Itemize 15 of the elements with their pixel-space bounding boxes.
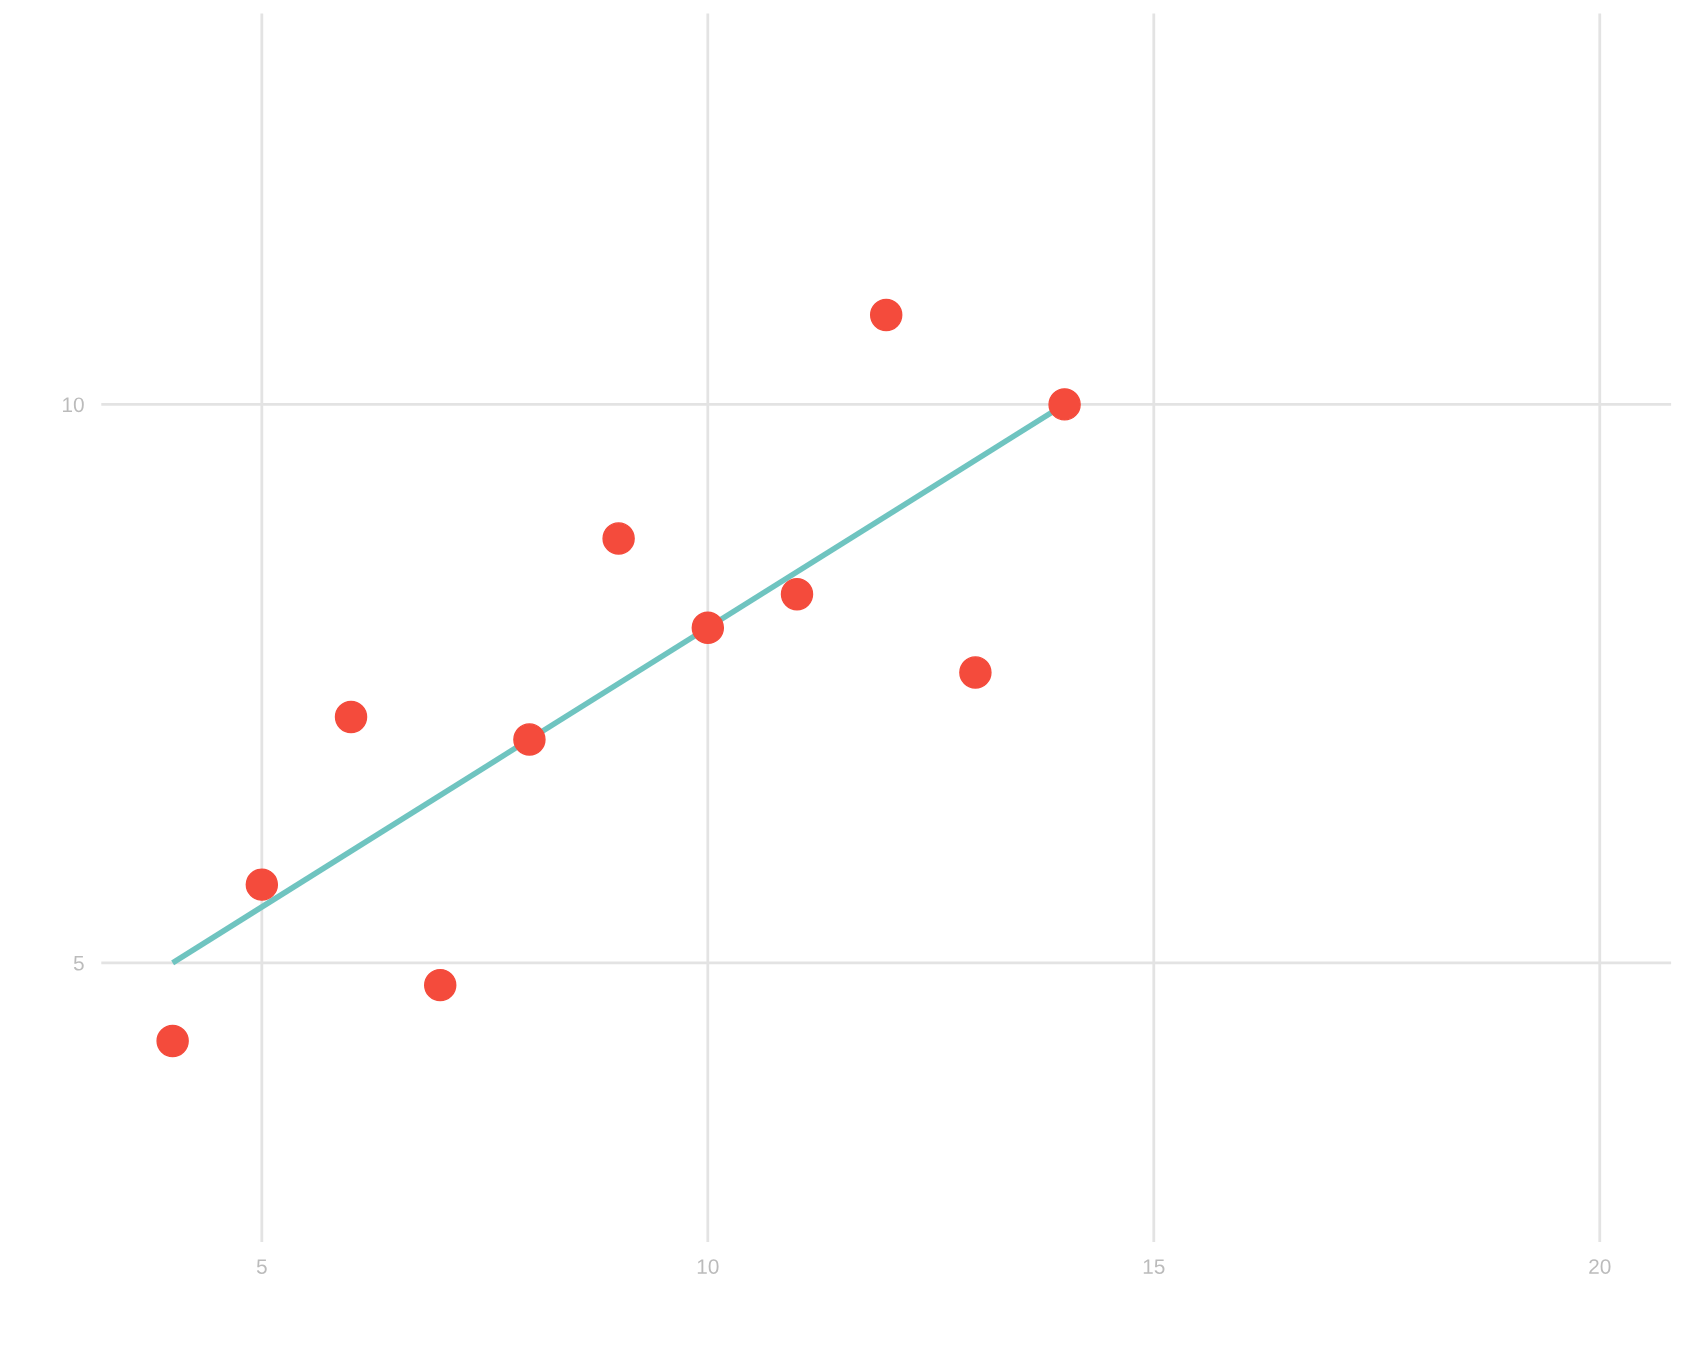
point (245, 868, 279, 901)
point (334, 700, 368, 734)
point (602, 522, 635, 555)
x-tick-label: 20 (1589, 1259, 1611, 1274)
point (869, 298, 903, 332)
point (513, 723, 546, 756)
point (959, 656, 992, 689)
x-tick-label: 15 (1143, 1259, 1165, 1274)
x-tick-label: 10 (697, 1259, 719, 1274)
point (423, 968, 457, 1002)
x-tick-label: 5 (256, 1259, 267, 1274)
point (1048, 388, 1081, 421)
point (691, 611, 725, 644)
point (780, 578, 814, 611)
point (156, 1024, 189, 1058)
